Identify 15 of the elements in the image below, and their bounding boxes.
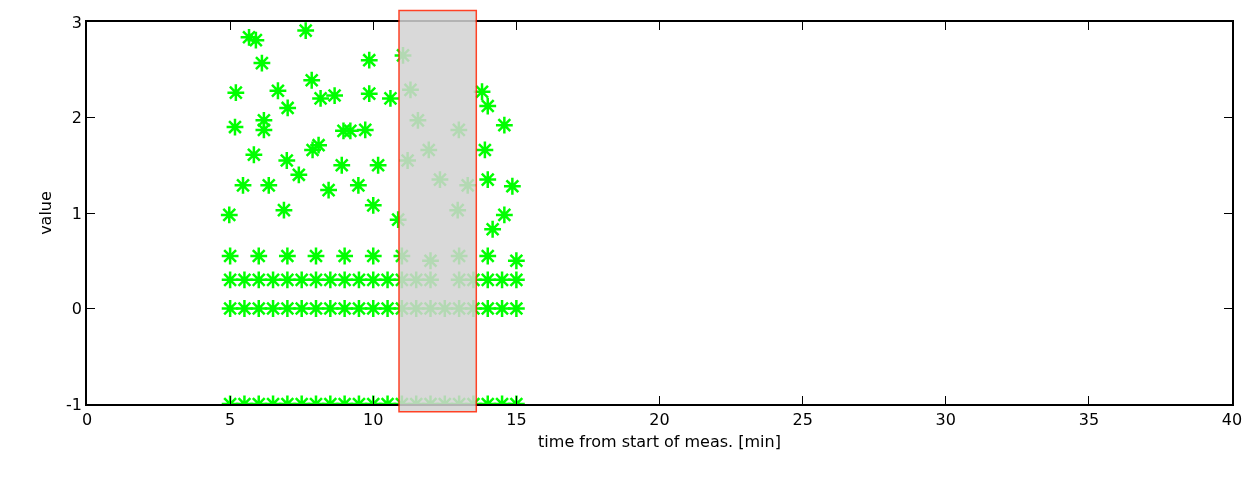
y-tick-label: -1: [66, 394, 83, 414]
y-axis-title: value: [36, 191, 56, 235]
x-tick-label: 30: [935, 409, 956, 429]
y-tick-label: 1: [71, 203, 83, 223]
x-tick-label: 25: [792, 409, 813, 429]
y-tick-label: 0: [71, 299, 83, 319]
y-tick-label: 2: [71, 108, 83, 128]
x-tick-label: 40: [1221, 409, 1243, 429]
x-tick-label: 35: [1078, 409, 1100, 429]
x-tick-label: 20: [649, 409, 670, 429]
x-axis-title: time from start of meas. [min]: [538, 432, 781, 452]
y-tick-label: 3: [71, 12, 83, 32]
x-tick-label: 5: [225, 409, 236, 429]
x-tick-label: 10: [363, 409, 384, 429]
x-tick-label: 15: [506, 409, 527, 429]
